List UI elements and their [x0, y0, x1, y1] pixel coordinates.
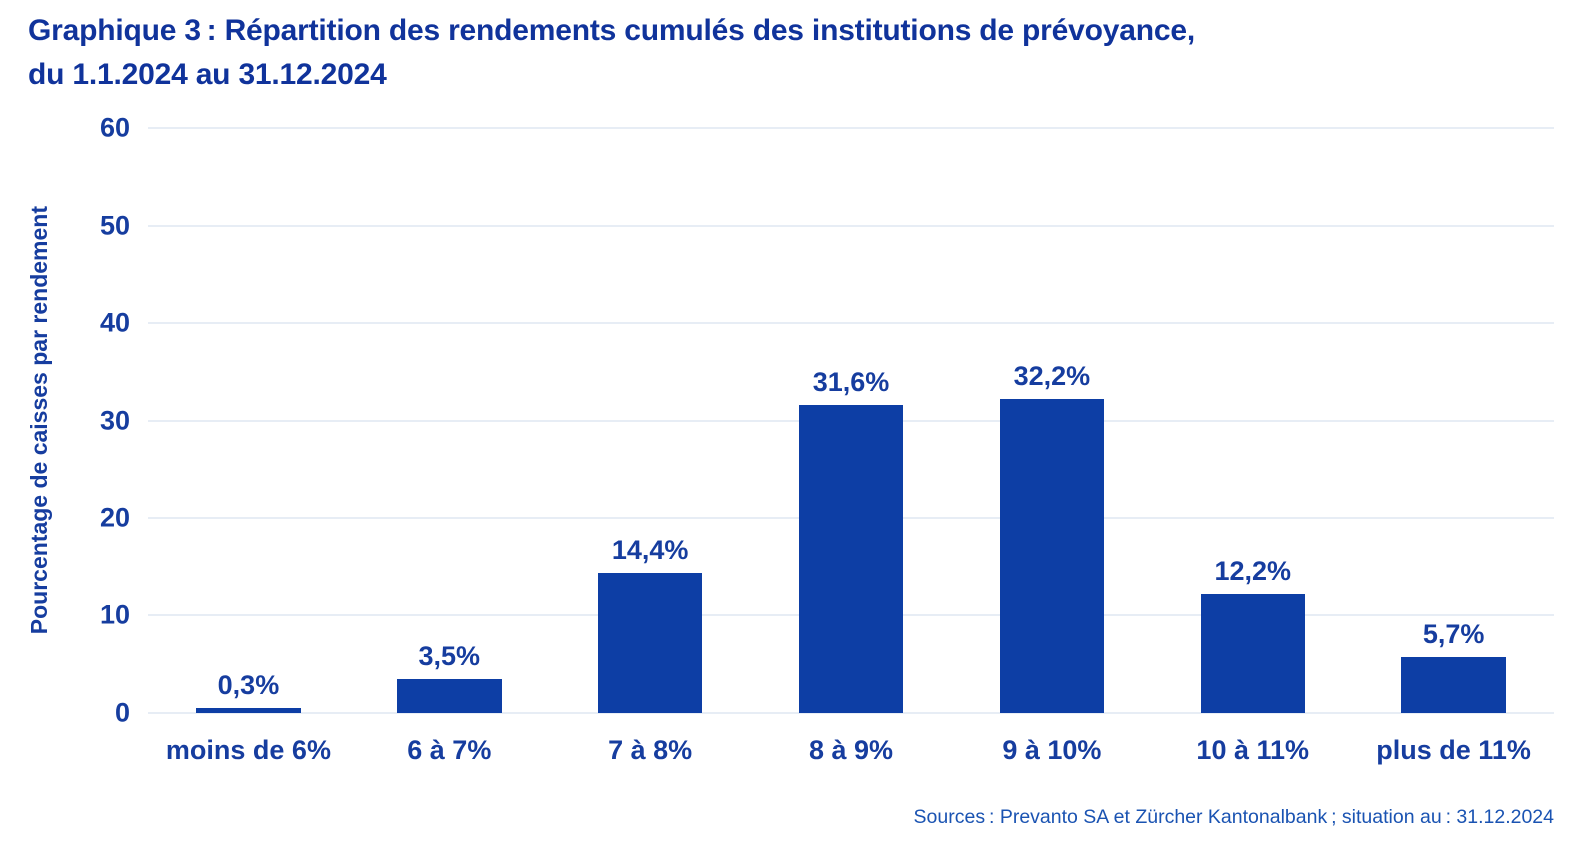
- x-axis-label: 6 à 7%: [407, 735, 492, 765]
- chart-title-line2: du 1.1.2024 au 31.12.2024: [28, 58, 387, 91]
- bar-value-label: 32,2%: [1013, 361, 1091, 392]
- y-axis-tick: 0: [114, 697, 130, 728]
- gridline: [148, 224, 1554, 227]
- bar-value-label: 14,4%: [611, 534, 689, 565]
- bar-value-label: 3,5%: [418, 640, 481, 671]
- bar: [999, 399, 1105, 713]
- x-axis-label: moins de 6%: [165, 735, 331, 765]
- bars-container: 0,3% moins de 6% 3,5% 6 à 7% 14,4% 7 à 8…: [148, 128, 1554, 765]
- x-axis-label: 9 à 10%: [1002, 735, 1102, 765]
- y-axis-tick: 40: [99, 307, 130, 338]
- bar-group: 5,7% plus de 11%: [1353, 128, 1554, 765]
- bar-value-label: 5,7%: [1422, 619, 1485, 650]
- bar-value-label: 12,2%: [1214, 556, 1291, 587]
- bar: [397, 678, 502, 713]
- y-axis-tick: 30: [99, 405, 130, 435]
- bar-group: 12,2% 10 à 11%: [1152, 128, 1353, 765]
- plot-area: 0,3% moins de 6% 3,5% 6 à 7% 14,4% 7 à 8…: [148, 127, 1554, 765]
- y-axis-tick: 10: [99, 599, 130, 630]
- bar: [597, 572, 703, 713]
- bar-group: 32,2% 9 à 10%: [951, 128, 1152, 765]
- y-axis-tick: 50: [99, 210, 130, 240]
- x-axis-label: 8 à 9%: [808, 735, 894, 765]
- gridline: [148, 127, 1554, 129]
- source-note: Sources : Prevanto SA et Zürcher Kantona…: [913, 806, 1554, 828]
- chart-title: Graphique 3 : Répartition des rendements…: [28, 9, 1195, 97]
- y-axis: 60 50 40 30 20 10 0: [0, 113, 130, 728]
- bar-group: 31,6% 8 à 9%: [751, 128, 952, 765]
- x-axis-label: plus de 11%: [1376, 735, 1531, 765]
- y-axis-tick: 60: [99, 112, 130, 143]
- bar: [196, 708, 301, 713]
- bar: [1401, 657, 1506, 713]
- x-axis-label: 10 à 11%: [1196, 735, 1310, 765]
- bar-value-label: 0,3%: [217, 670, 280, 700]
- bar: [798, 404, 904, 713]
- bar: [1200, 594, 1305, 713]
- bar-group: 3,5% 6 à 7%: [349, 128, 550, 765]
- x-axis-label: 7 à 8%: [608, 735, 693, 765]
- chart-title-line1: Graphique 3 : Répartition des rendements…: [28, 14, 1195, 47]
- gridline: [148, 321, 1554, 324]
- bar-value-label: 31,6%: [812, 366, 890, 397]
- y-axis-tick: 20: [99, 502, 130, 533]
- gridline: [148, 712, 1554, 714]
- bar-group: 14,4% 7 à 8%: [550, 128, 751, 765]
- bar-group: 0,3% moins de 6%: [148, 128, 349, 765]
